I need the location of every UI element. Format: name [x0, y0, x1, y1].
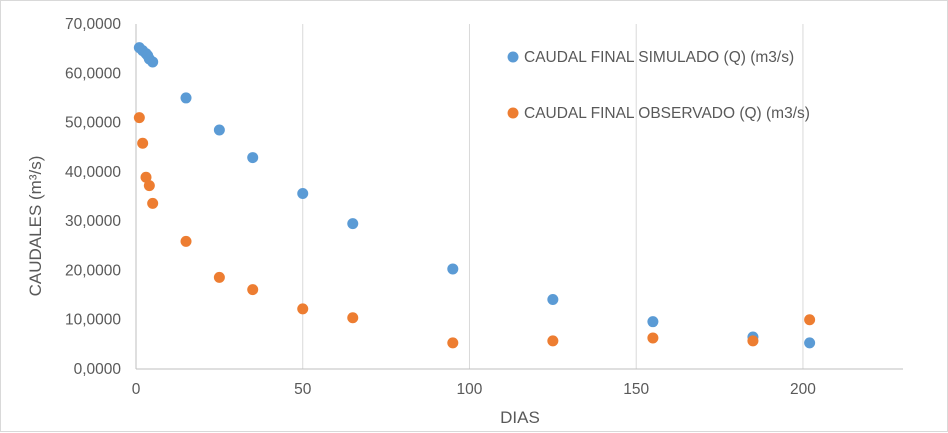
legend-marker [507, 107, 519, 119]
observed-data-point [143, 180, 155, 192]
simulated-data-point [247, 152, 259, 164]
legend: CAUDAL FINAL SIMULADO (Q) (m3/s) CAUDAL F… [507, 49, 810, 122]
x-tick-label: 150 [623, 381, 649, 398]
observed-data-point [247, 284, 259, 296]
simulated-data-point [180, 92, 192, 104]
axis-layer [135, 24, 903, 370]
y-tick-label: 10,0000 [65, 312, 121, 329]
y-tick-label: 0,0000 [74, 361, 122, 378]
legend-label: CAUDAL FINAL OBSERVADO (Q) (m3/s) [524, 105, 810, 122]
observed-data-point [213, 271, 225, 283]
simulated-data-point [447, 263, 459, 275]
x-tick-label: 50 [294, 381, 312, 398]
observed-data-point [347, 312, 359, 324]
y-tick-label: 20,0000 [65, 262, 121, 279]
observed-data-point [747, 335, 759, 347]
x-tick-label: 0 [132, 381, 141, 398]
observed-data-point [297, 303, 309, 315]
simulated-data-point [547, 294, 559, 306]
simulated-data-point [804, 337, 816, 349]
x-axis-title: DIAS [500, 408, 540, 427]
x-tick-label: 100 [457, 381, 483, 398]
y-tick-label: 70,0000 [65, 16, 121, 33]
legend-marker [507, 51, 519, 63]
observed-data-point [447, 337, 459, 349]
y-tick-label: 60,0000 [65, 65, 121, 82]
simulated-data-point [297, 188, 309, 200]
observed-data-point [804, 314, 816, 326]
observed-data-point [140, 171, 152, 183]
simulated-data-point [347, 218, 359, 230]
simulated-data-point [647, 316, 659, 328]
y-tick-label: 50,0000 [65, 115, 121, 132]
data-point-layer [133, 42, 816, 349]
y-axis-title: CAUDALES (m³/s) [26, 156, 45, 297]
observed-data-point [147, 197, 159, 209]
observed-data-point [647, 332, 659, 344]
x-tick-label: 200 [790, 381, 816, 398]
observed-data-point [137, 137, 149, 149]
observed-data-point [133, 112, 145, 124]
tick-label-layer: 0,0000 10,0000 20,0000 30,0000 40,0000 50,000… [65, 16, 816, 398]
observed-data-point [547, 335, 559, 347]
simulated-data-point [213, 124, 225, 136]
observed-data-point [180, 235, 192, 247]
grid-layer [302, 24, 804, 369]
legend-label: CAUDAL FINAL SIMULADO (Q) (m3/s) [524, 49, 794, 66]
y-tick-label: 30,0000 [65, 213, 121, 230]
simulated-data-point [147, 56, 159, 68]
y-tick-label: 40,0000 [65, 164, 121, 181]
